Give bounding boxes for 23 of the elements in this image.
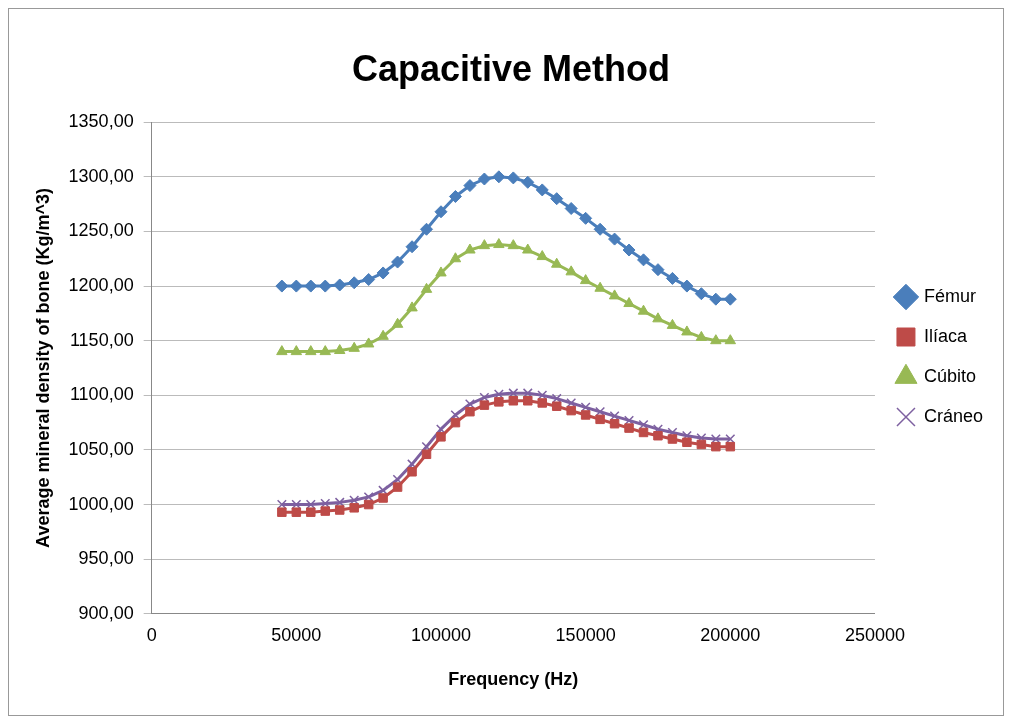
y-tick-label: 1000,00 xyxy=(68,493,134,514)
legend-label: Cúbito xyxy=(923,365,976,386)
x-tick-label: 150000 xyxy=(555,624,616,645)
x-tick-label: 100000 xyxy=(410,624,472,645)
y-tick-label: 1350,00 xyxy=(68,111,134,132)
y-tick-label: 1200,00 xyxy=(68,275,134,296)
x-tick-label: 250000 xyxy=(844,624,905,645)
legend-label: Fémur xyxy=(923,285,976,306)
y-tick-label: 1300,00 xyxy=(68,165,134,186)
x-tick-label: 200000 xyxy=(700,624,761,645)
y-tick-label: 1050,00 xyxy=(68,438,134,459)
x-tick-label: 50000 xyxy=(271,624,322,645)
x-tick-label: 0 xyxy=(146,624,157,645)
y-tick-label: 950,00 xyxy=(78,548,134,569)
y-tick-label: 1250,00 xyxy=(68,220,134,241)
y-tick-label: 900,00 xyxy=(78,602,134,623)
y-tick-label: 1100,00 xyxy=(69,384,134,405)
y-axis-title: Average mineral density of bone (Kg/m^3) xyxy=(32,188,53,548)
legend-label: Cráneo xyxy=(923,405,984,426)
x-axis-title: Frequency (Hz) xyxy=(448,669,579,690)
legend-label: Ilíaca xyxy=(923,325,968,346)
chart-title: Capacitive Method xyxy=(351,47,671,89)
y-tick-label: 1150,00 xyxy=(69,329,134,350)
